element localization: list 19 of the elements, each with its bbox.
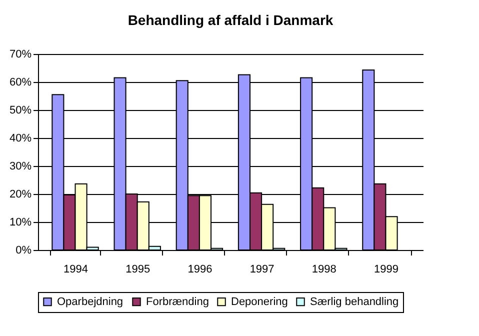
x-tick-label: 1999 xyxy=(374,264,398,276)
legend-label: Deponering xyxy=(231,296,288,308)
x-tick-label: 1998 xyxy=(312,264,336,276)
y-tick-label: 40% xyxy=(9,132,32,144)
y-tick-label: 0% xyxy=(16,244,32,256)
chart-title: Behandling af affald i Danmark xyxy=(128,12,334,28)
y-tick-label: 50% xyxy=(9,104,32,116)
y-tick-label: 70% xyxy=(9,48,32,60)
y-tick-label: 10% xyxy=(9,216,32,228)
legend-label: Forbrænding xyxy=(146,296,209,308)
x-tick-label: 1997 xyxy=(250,264,274,276)
y-tick-label: 30% xyxy=(9,160,32,172)
x-tick-label: 1996 xyxy=(188,264,212,276)
y-tick-label: 60% xyxy=(9,76,32,88)
legend-label: Oparbejdning xyxy=(57,296,124,308)
legend-label: Særlig behandling xyxy=(310,296,399,308)
x-tick-label: 1994 xyxy=(64,264,88,276)
y-tick-label: 20% xyxy=(9,188,32,200)
x-tick-label: 1995 xyxy=(126,264,150,276)
